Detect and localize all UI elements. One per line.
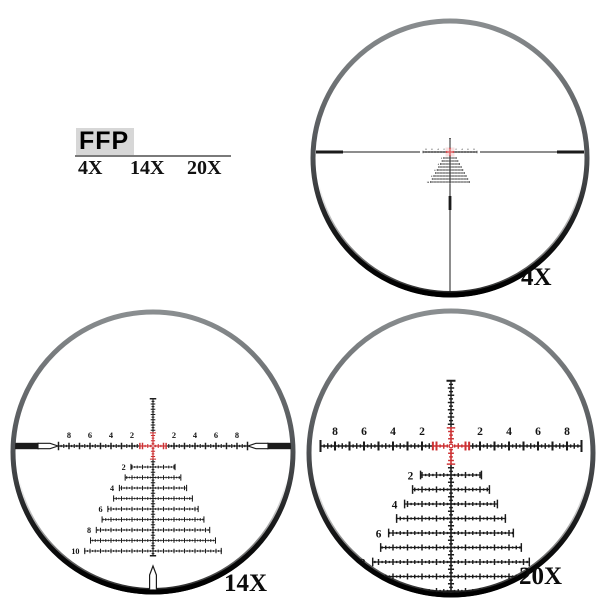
svg-text:8: 8 [425,148,427,151]
bottom-picket [149,564,157,590]
svg-text:6: 6 [214,431,218,440]
mag-label-14x: 14X [130,157,165,179]
svg-text:6: 6 [467,148,469,151]
scope-14x-reticle: 8 6 4 2 2 4 6 8 2 4 6 8 10 [15,398,291,590]
svg-text:2: 2 [419,425,425,438]
right-picket-tip [246,442,269,450]
mag-label-20x: 20X [187,157,222,179]
svg-text:2: 2 [408,470,414,482]
svg-text:4: 4 [506,425,512,438]
svg-text:2: 2 [130,431,134,440]
svg-text:10: 10 [427,181,430,184]
svg-text:8: 8 [235,431,239,440]
svg-text:8: 8 [431,175,433,178]
svg-text:4: 4 [437,148,439,151]
svg-text:6: 6 [88,431,92,440]
svg-text:4: 4 [461,148,463,151]
svg-text:4: 4 [438,163,440,166]
scope-20x-ring [306,308,596,598]
svg-text:2: 2 [122,463,126,472]
svg-text:10: 10 [338,586,350,598]
left-picket-bar [15,442,39,450]
scope-4x-ring [310,18,590,298]
svg-text:2: 2 [172,431,176,440]
svg-text:8: 8 [564,425,570,438]
svg-text:4: 4 [110,484,114,493]
svg-text:10: 10 [71,547,79,556]
scope-14x-ring [10,309,296,595]
svg-text:8: 8 [87,526,91,535]
svg-text:4: 4 [390,425,396,438]
svg-text:2: 2 [455,148,457,151]
right-picket-bar [267,442,291,450]
scope-20x-label: 20X [519,563,563,590]
svg-text:2: 2 [443,148,445,151]
svg-text:6: 6 [431,148,433,151]
svg-text:2: 2 [477,425,483,438]
scope-14x-label: 14X [224,570,268,597]
scope-4x-label: 4X [521,264,552,291]
left-picket-tip [37,442,60,450]
svg-text:8: 8 [67,431,71,440]
ffp-tag: FFP [76,128,135,155]
svg-text:6: 6 [434,169,436,172]
svg-text:6: 6 [99,505,103,514]
svg-text:8: 8 [332,425,338,438]
svg-text:4: 4 [193,431,198,440]
ffp-underline [75,155,231,157]
svg-text:6: 6 [376,528,382,540]
svg-text:8: 8 [473,148,475,151]
svg-text:4: 4 [109,431,114,440]
svg-text:4: 4 [392,499,398,511]
svg-text:2: 2 [441,157,443,160]
svg-text:6: 6 [535,425,541,438]
scope-14x: 8 6 4 2 2 4 6 8 2 4 6 8 10 [10,309,296,595]
svg-text:6: 6 [361,425,367,438]
mag-label-4x: 4X [78,157,103,179]
